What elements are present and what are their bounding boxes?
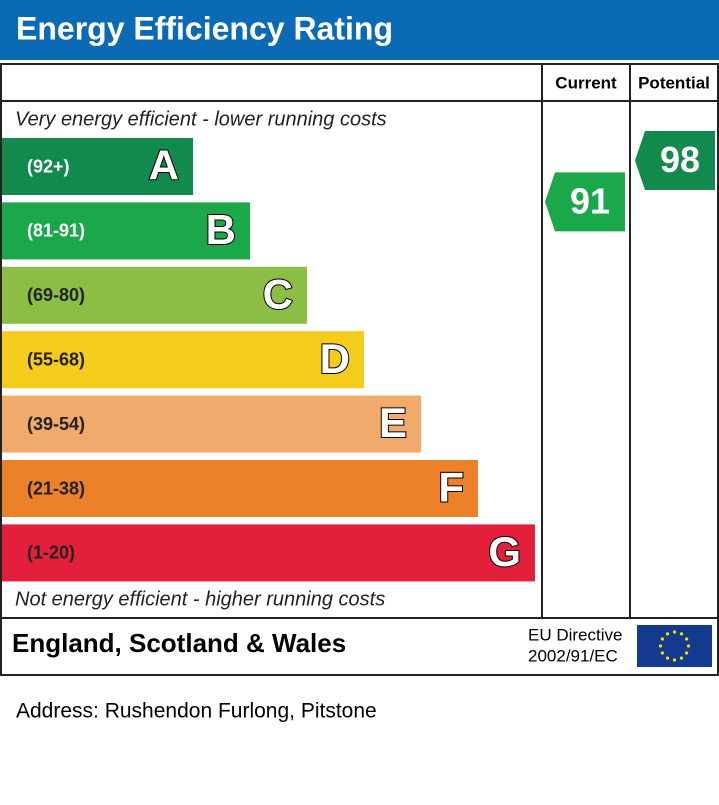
bottom-note: Not energy efficient - higher running co… — [15, 588, 385, 610]
band-range: (1-20) — [27, 543, 75, 563]
band-letter: A — [149, 142, 179, 189]
rating-arrow — [635, 131, 715, 190]
flag-star — [686, 644, 691, 648]
band-bar — [2, 331, 364, 389]
band-bar — [2, 202, 250, 260]
flag-star — [685, 651, 689, 655]
rating-value: 91 — [570, 180, 610, 221]
band-bar — [2, 460, 478, 517]
band-range: (39-54) — [27, 414, 85, 434]
flag-star — [665, 632, 670, 636]
band-letter: G — [488, 528, 521, 575]
band-range: (81-91) — [27, 221, 85, 241]
band-bar — [2, 524, 535, 582]
directive: 2002/91/EC — [528, 646, 618, 665]
flag-star — [665, 656, 670, 660]
band-letter: D — [320, 335, 350, 382]
band-letter: C — [263, 270, 293, 317]
band-letter: E — [379, 399, 407, 446]
band-letter: F — [438, 464, 464, 511]
region: England, Scotland & Wales — [12, 628, 346, 658]
rating-arrow — [545, 172, 625, 232]
directive: EU Directive — [528, 625, 622, 644]
top-note: Very energy efficient - lower running co… — [15, 108, 387, 130]
flag-star — [679, 656, 684, 660]
bands: (92+) A (81-91) B (69-80) C (55-68) D (39-54) E (2… — [2, 138, 535, 582]
band-bar — [2, 266, 307, 324]
flag-star — [660, 637, 664, 641]
band-range: (55-68) — [27, 349, 85, 369]
band-range: (69-80) — [27, 285, 85, 305]
band-letter: B — [206, 206, 236, 253]
flag-star — [672, 658, 677, 662]
address: Address: Rushendon Furlong, Pitstone — [16, 700, 377, 723]
band-range: (21-38) — [27, 478, 85, 498]
rating-value: 98 — [660, 139, 700, 180]
flag-star — [685, 637, 689, 641]
title: Energy Efficiency Rating — [16, 10, 393, 46]
band-range: (92+) — [27, 156, 70, 176]
flag-star — [672, 630, 677, 634]
title-bar — [0, 0, 719, 60]
flag-star — [660, 651, 664, 655]
flag-star — [658, 644, 663, 648]
flag-star — [679, 632, 684, 636]
band-bar — [2, 395, 421, 453]
frame — [0, 63, 719, 676]
band-bar — [2, 138, 193, 195]
potential-header: Potential — [638, 73, 710, 92]
current-header: Current — [555, 73, 617, 92]
eu-flag — [637, 625, 712, 667]
